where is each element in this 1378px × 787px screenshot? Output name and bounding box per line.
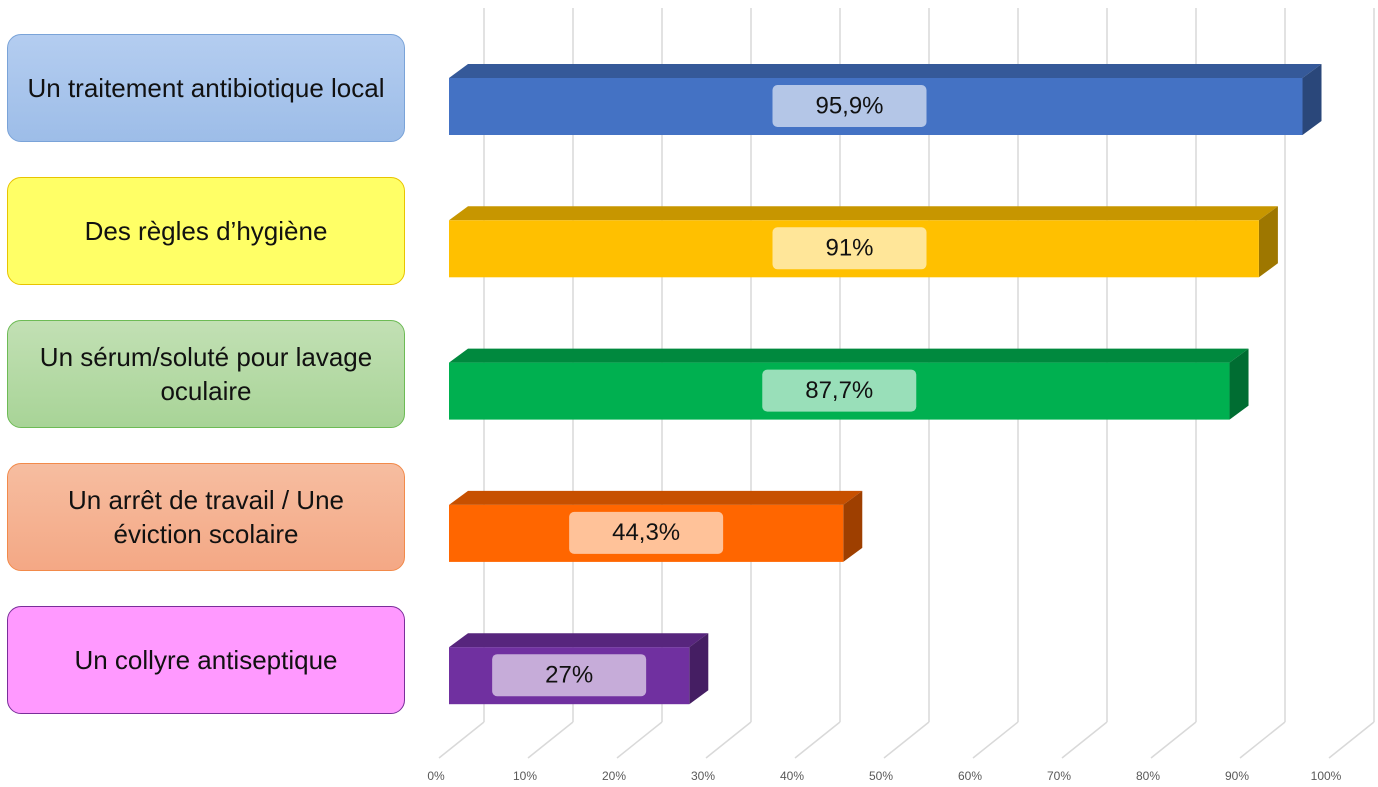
x-tick-label: 10% bbox=[513, 769, 537, 783]
category-label: Un collyre antiseptique bbox=[7, 606, 405, 714]
x-tick-label: 0% bbox=[427, 769, 445, 783]
x-tick-label: 70% bbox=[1047, 769, 1071, 783]
value-label-box bbox=[569, 511, 724, 554]
bar-top bbox=[449, 64, 1322, 78]
x-tick-label: 60% bbox=[958, 769, 982, 783]
x-tick-label: 90% bbox=[1225, 769, 1249, 783]
value-label-box bbox=[762, 369, 917, 412]
grid-floor-line bbox=[972, 721, 1019, 759]
category-label: Un arrêt de travail / Une éviction scola… bbox=[7, 463, 405, 571]
bar-top bbox=[449, 206, 1278, 221]
bar-side bbox=[1302, 64, 1322, 135]
value-label-box bbox=[492, 654, 647, 697]
grid-floor-line bbox=[1328, 721, 1375, 759]
grid-floor-line bbox=[705, 721, 752, 759]
grid-floor-line bbox=[1061, 721, 1108, 759]
bar-top bbox=[449, 490, 863, 505]
bar-side bbox=[843, 490, 863, 562]
bar-side bbox=[1229, 348, 1249, 420]
grid-floor-line bbox=[616, 721, 663, 759]
value-label: 87,7% bbox=[805, 377, 873, 404]
value-label: 27% bbox=[545, 662, 593, 689]
grid-floor-line bbox=[1239, 721, 1286, 759]
grid-floor-line bbox=[1150, 721, 1197, 759]
value-label-box bbox=[772, 85, 927, 127]
grid-floor-line bbox=[527, 721, 574, 759]
value-label: 44,3% bbox=[612, 519, 680, 546]
grid-floor-line bbox=[794, 721, 841, 759]
value-label: 91% bbox=[825, 235, 873, 262]
value-label-box bbox=[772, 227, 927, 270]
x-tick-label: 50% bbox=[869, 769, 893, 783]
x-tick-label: 30% bbox=[691, 769, 715, 783]
bar-side bbox=[689, 633, 709, 705]
x-tick-label: 80% bbox=[1136, 769, 1160, 783]
grid-floor-line bbox=[438, 721, 485, 759]
category-label: Un traitement antibiotique local bbox=[7, 34, 405, 142]
category-label: Un sérum/soluté pour lavage oculaire bbox=[7, 320, 405, 428]
x-tick-label: 40% bbox=[780, 769, 804, 783]
x-tick-label: 20% bbox=[602, 769, 626, 783]
bar-top bbox=[449, 348, 1249, 363]
x-tick-label: 100% bbox=[1311, 769, 1342, 783]
bar-side bbox=[1258, 206, 1278, 278]
grid-floor-line bbox=[883, 721, 930, 759]
category-label: Des règles d’hygiène bbox=[7, 177, 405, 285]
bar-top bbox=[449, 633, 709, 648]
value-label: 95,9% bbox=[815, 92, 883, 119]
